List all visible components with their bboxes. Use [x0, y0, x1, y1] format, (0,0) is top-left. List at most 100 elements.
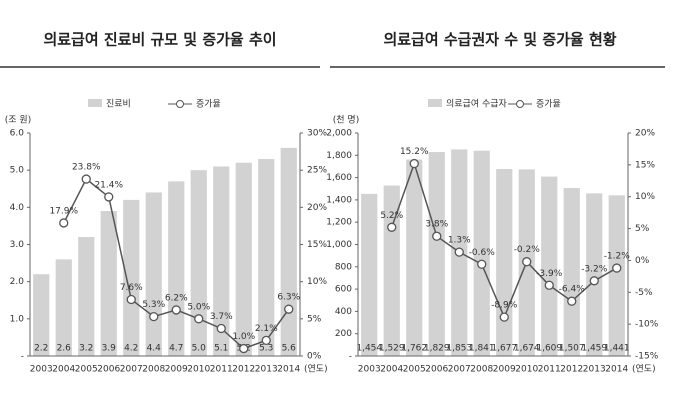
y2-tick-label: 5%	[307, 314, 322, 324]
bar	[496, 169, 513, 356]
x-tick-label: 2005	[75, 365, 98, 375]
x-axis-label: (연도)	[632, 364, 656, 375]
y-tick-label: 1.0	[10, 314, 25, 324]
bar-label: 1,454	[356, 344, 382, 354]
y-tick-label: -	[349, 352, 352, 362]
y2-tick-label: 20%	[635, 129, 655, 139]
x-tick-label: 2012	[232, 365, 255, 375]
growth-point	[194, 314, 204, 324]
bar-label: 1,829	[424, 344, 450, 354]
x-tick-label: 2004	[52, 365, 75, 375]
y-tick-label: -	[21, 352, 24, 362]
bar	[361, 193, 378, 356]
x-tick-label: 2009	[493, 365, 516, 375]
growth-label: -0.2%	[514, 245, 541, 255]
bar-label: 3.2	[79, 344, 93, 354]
bar	[213, 166, 230, 356]
growth-label: 17.9%	[49, 206, 78, 216]
legend-swatch	[428, 99, 442, 107]
growth-label: -6.4%	[559, 285, 586, 295]
bar-label: 1,459	[581, 344, 607, 354]
y2-tick-label: 0%	[307, 352, 322, 362]
bar-label: 1,441	[604, 344, 630, 354]
growth-point	[387, 222, 397, 232]
growth-point	[612, 263, 622, 273]
x-tick-label: 2006	[425, 365, 448, 375]
x-tick-label: 2010	[515, 365, 538, 375]
bar-label: 1,529	[379, 344, 405, 354]
growth-label: 5.0%	[187, 302, 210, 312]
bar	[55, 259, 72, 356]
growth-point	[149, 311, 159, 322]
bar-label: 1,762	[401, 344, 427, 354]
bar	[541, 176, 558, 356]
bar	[406, 159, 423, 356]
y-tick-label: 1,200	[326, 218, 352, 228]
y-tick-label: 200	[335, 329, 352, 339]
growth-label: -8.9%	[491, 301, 518, 311]
y-axis-label: (조 원)	[5, 115, 31, 126]
bar	[280, 147, 297, 356]
bar-label: 4.4	[147, 344, 162, 354]
y-tick-label: 1,400	[326, 195, 352, 205]
bar	[100, 211, 117, 356]
growth-point	[239, 343, 249, 354]
y2-tick-label: -5%	[635, 288, 653, 298]
growth-label: 15.2%	[400, 147, 429, 157]
growth-label: -3.2%	[581, 264, 608, 274]
bar-label: 5.6	[282, 344, 297, 354]
legend-label: 의료급여 수급자	[446, 98, 508, 110]
growth-label: 5.2%	[380, 211, 403, 221]
y-tick-label: 3.0	[10, 240, 25, 250]
y-axis-label: (천 명)	[333, 115, 359, 126]
chart-title: 의료급여 수급권자 수 및 증가율 현황	[383, 31, 616, 49]
bar-label: 5.0	[192, 344, 207, 354]
x-tick-label: 2011	[538, 365, 561, 375]
growth-point	[499, 312, 509, 322]
y-tick-label: 1,600	[326, 173, 352, 183]
y2-tick-label: 10%	[307, 277, 327, 287]
x-tick-label: 2013	[255, 365, 278, 375]
growth-point	[477, 259, 487, 269]
x-tick-label: 2006	[97, 365, 120, 375]
growth-label: 21.4%	[94, 180, 123, 190]
bar-label: 4.7	[169, 344, 183, 354]
y-tick-label: 1,000	[326, 240, 352, 250]
growth-point	[216, 323, 226, 334]
legend-marker	[176, 100, 184, 108]
y2-tick-label: 25%	[307, 166, 327, 176]
bar-label: 1,841	[469, 344, 495, 354]
legend-label: 진료비	[106, 99, 131, 110]
bar-label: 3.9	[102, 344, 117, 354]
bar	[168, 181, 185, 356]
bar	[428, 152, 445, 356]
y2-tick-label: 30%	[307, 129, 327, 139]
growth-point	[454, 247, 464, 257]
growth-label: 1.0%	[232, 332, 255, 342]
x-tick-label: 2007	[448, 365, 471, 375]
x-tick-label: 2004	[380, 365, 403, 375]
growth-label: 6.3%	[277, 293, 300, 303]
y-tick-label: 400	[335, 307, 352, 317]
growth-point	[59, 218, 69, 228]
growth-label: 23.8%	[72, 163, 101, 173]
growth-label: -0.6%	[469, 248, 496, 258]
x-tick-label: 2014	[277, 365, 300, 375]
bar	[258, 159, 275, 356]
bar-label: 1,677	[491, 344, 517, 354]
x-tick-label: 2011	[210, 365, 233, 375]
growth-point	[432, 231, 442, 241]
x-tick-label: 2009	[165, 365, 188, 375]
legend-label: 증가율	[196, 99, 221, 110]
bar	[78, 237, 95, 356]
legend-swatch	[88, 99, 102, 107]
growth-label: 7.6%	[120, 283, 143, 293]
y2-tick-label: 10%	[635, 192, 655, 202]
bar-label: 1,609	[536, 344, 562, 354]
bar-label: 1,674	[514, 344, 540, 354]
growth-label: 3.7%	[210, 312, 233, 322]
growth-label: 5.3%	[142, 300, 165, 310]
x-axis-label: (연도)	[304, 364, 328, 375]
growth-point	[171, 305, 181, 315]
